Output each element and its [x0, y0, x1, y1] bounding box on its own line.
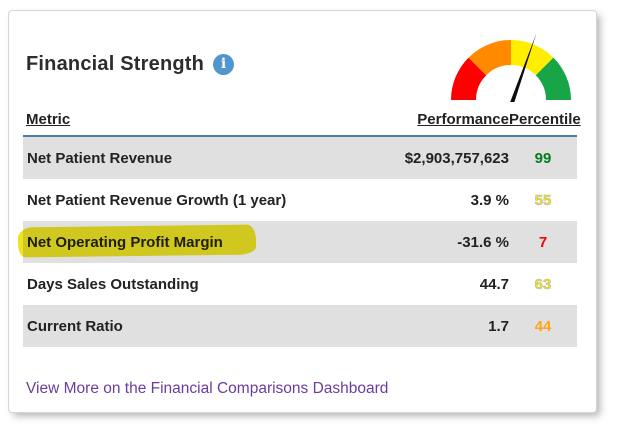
percentile-cell: 55 [534, 191, 552, 209]
metric-label: Current Ratio [27, 317, 123, 335]
performance-cell: $2,903,757,623 [404, 149, 509, 167]
table-row: Net Patient Revenue Growth (1 year) 3.9 … [23, 179, 577, 221]
metric-cell: Net Patient Revenue [23, 150, 369, 167]
metric-label: Days Sales Outstanding [27, 275, 199, 293]
table-row: Days Sales Outstanding 44.7 63 [23, 263, 577, 305]
metric-cell: Current Ratio [23, 318, 369, 335]
metric-label: Net Operating Profit Margin [27, 233, 223, 251]
performance-cell: -31.6 % [457, 233, 509, 251]
table-header-row: Metric Performance Percentile [23, 111, 581, 135]
table-row: Current Ratio 1.7 44 [23, 305, 577, 347]
table-body: Net Patient Revenue $2,903,757,623 99 Ne… [17, 135, 577, 347]
page-title: Financial Strength [26, 53, 205, 75]
gauge-segment-yellow [511, 40, 554, 76]
info-icon[interactable]: i [213, 54, 235, 75]
percentile-cell: 7 [538, 233, 548, 251]
gauge-segment-green [535, 57, 571, 100]
metric-label: Net Patient Revenue [27, 149, 173, 167]
performance-cell: 1.7 [488, 317, 509, 335]
metrics-table: Metric Performance Percentile Net Patien… [17, 111, 581, 347]
percentile-cell: 44 [534, 317, 552, 335]
performance-cell: 3.9 % [470, 191, 509, 209]
column-header-metric[interactable]: Metric [26, 111, 71, 128]
column-header-percentile[interactable]: Percentile [509, 111, 581, 128]
percentile-cell: 99 [534, 149, 552, 167]
percentile-cell: 63 [534, 275, 552, 293]
gauge-segment-orange [468, 40, 511, 76]
metric-label: Net Patient Revenue Growth (1 year) [27, 191, 287, 209]
view-more-link[interactable]: View More on the Financial Comparisons D… [26, 380, 389, 397]
financial-strength-panel: Financial Strength i Metric Performance … [8, 10, 597, 413]
table-row: Net Operating Profit Margin -31.6 % 7 [17, 221, 577, 263]
metric-cell: Net Operating Profit Margin [17, 224, 369, 257]
gauge-segment-red [451, 57, 487, 100]
gauge-chart [451, 33, 571, 102]
column-header-performance[interactable]: Performance [417, 111, 509, 128]
metric-cell: Days Sales Outstanding [23, 276, 369, 293]
performance-cell: 44.7 [479, 275, 509, 293]
metric-cell: Net Patient Revenue Growth (1 year) [23, 192, 369, 209]
panel-header: Financial Strength i [26, 53, 235, 76]
table-row: Net Patient Revenue $2,903,757,623 99 [23, 137, 577, 179]
